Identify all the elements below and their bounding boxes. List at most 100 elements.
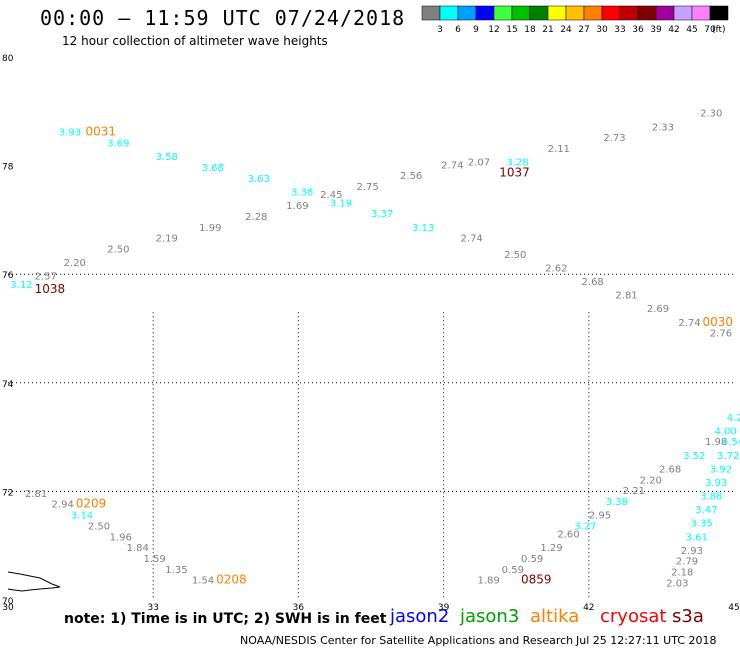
note-text: note: 1) Time is in UTC; 2) SWH is in fe… — [64, 611, 387, 627]
lon-tick-label: 39 — [438, 603, 450, 613]
wave-height-value: 1.35 — [165, 565, 187, 576]
wave-height-value: 0.59 — [521, 554, 543, 565]
colorbar-tick-label: 6 — [455, 25, 461, 35]
wave-height-value: 3.47 — [695, 505, 717, 516]
colorbar-tick-label: 42 — [668, 25, 679, 35]
wave-height-value: 2.68 — [582, 277, 604, 288]
wave-height-value: 2.45 — [320, 190, 342, 201]
wave-height-colorbar: 3 6 9 12 15 18 21 24 27 30 33 36 39 42 45 70(ft) — [421, 5, 729, 35]
wave-height-value: 2.69 — [647, 304, 669, 315]
pass-time-label: 1038 — [35, 282, 66, 296]
wave-height-value: 2.74 — [461, 234, 483, 245]
wave-height-value: 2.50 — [88, 521, 110, 532]
colorbar-unit: (ft) — [712, 25, 726, 35]
colorbar-tick-label: 9 — [473, 25, 479, 35]
wave-height-value: 2.28 — [245, 212, 267, 223]
lat-tick-label: 70 — [2, 597, 14, 607]
pass-time-label: 0031 — [85, 125, 116, 139]
wave-height-value: 3.72 — [717, 451, 739, 462]
wave-height-value: 3.93 — [705, 478, 727, 489]
colorbar-tick-label: 33 — [614, 25, 625, 35]
wave-height-value: 2.03 — [666, 578, 688, 589]
lat-tick-label: 74 — [2, 380, 14, 390]
wave-height-value: 2.11 — [548, 144, 570, 155]
wave-height-value: 1.29 — [540, 543, 562, 554]
wave-height-value: 2.50 — [504, 250, 526, 261]
wave-height-value: 2.79 — [676, 557, 698, 568]
coastline — [7, 571, 61, 592]
wave-height-value: 3.12 — [10, 280, 32, 291]
wave-height-value: 1.84 — [127, 543, 149, 554]
wave-height-value: 2.50 — [107, 244, 129, 255]
wave-height-value: 4.20 — [727, 413, 740, 424]
wave-height-value: 2.94 — [52, 500, 74, 511]
lon-tick-label: 45 — [728, 603, 739, 613]
wave-height-value: 2.20 — [640, 475, 662, 486]
wave-height-value: 3.35 — [690, 519, 712, 530]
lon-tick-label: 36 — [293, 603, 305, 613]
wave-height-value: 3.38 — [291, 187, 313, 198]
wave-height-value: 1.54 — [192, 576, 214, 587]
wave-height-value: 3.52 — [683, 451, 705, 462]
wave-height-value: 2.73 — [603, 133, 625, 144]
pass-time-label: 0030 — [703, 315, 734, 329]
lat-tick-label: 78 — [2, 163, 14, 173]
wave-height-value: 3.37 — [371, 209, 393, 220]
legend-altika: altika — [530, 606, 580, 627]
wave-height-value: 3.19 — [330, 198, 352, 209]
wave-height-value: 2.07 — [468, 158, 490, 169]
wave-height-value: 2.33 — [652, 122, 674, 133]
wave-height-value: 3.58 — [156, 152, 178, 163]
wave-height-value: 1.69 — [286, 201, 308, 212]
colorbar-tick-label: 39 — [650, 25, 662, 35]
wave-height-value: 3.38 — [606, 497, 628, 508]
map-title: 00:00 – 11:59 UTC 07/24/2018 — [40, 6, 406, 30]
colorbar-tick-label: 24 — [560, 25, 572, 35]
map-subtitle: 12 hour collection of altimeter wave hei… — [62, 34, 328, 48]
wave-height-value: 3.68 — [202, 163, 224, 174]
wave-height-value: 2.68 — [659, 464, 681, 475]
wave-height-value: 2.81 — [615, 291, 637, 302]
wave-height-value: 3.93 — [59, 128, 81, 139]
wave-height-value: 2.19 — [156, 234, 178, 245]
wave-height-value: 2.93 — [681, 546, 703, 557]
wave-height-value: 3.92 — [710, 464, 732, 475]
wave-height-value: 2.74 — [441, 160, 463, 171]
wave-height-value: 2.60 — [557, 530, 579, 541]
wave-height-value: 1.89 — [477, 576, 499, 587]
colorbar-tick-label: 30 — [596, 25, 608, 35]
wave-height-value: 2.74 — [678, 318, 700, 329]
wave-height-value: 2.18 — [671, 568, 693, 579]
wave-height-value: 3.61 — [686, 532, 708, 543]
wave-height-value: 1.99 — [199, 223, 221, 234]
colorbar-tick-label: 15 — [506, 25, 517, 35]
wave-height-value: 2.20 — [64, 258, 86, 269]
wave-height-value: 2.95 — [589, 511, 611, 522]
wave-height-value: 1.59 — [144, 554, 166, 565]
wave-height-value: 4.54 — [722, 437, 740, 448]
colorbar-tick-label: 36 — [632, 25, 644, 35]
colorbar-tick-label: 21 — [542, 25, 553, 35]
wave-height-value: 3.63 — [248, 174, 270, 185]
colorbar-swatch — [709, 5, 729, 21]
wave-height-value: 2.81 — [25, 489, 47, 500]
pass-time-label: 0209 — [76, 497, 107, 511]
pass-time-label: 1037 — [499, 165, 530, 179]
wave-height-value: 2.56 — [400, 171, 422, 182]
wave-height-value: 3.14 — [71, 511, 93, 522]
lat-tick-label: 80 — [2, 54, 14, 64]
wave-height-value: 2.62 — [545, 263, 567, 274]
lat-tick-label: 72 — [2, 488, 13, 498]
wave-height-value: 4.00 — [715, 426, 737, 437]
wave-height-value: 1.98 — [705, 437, 727, 448]
legend-jason2: jason2 — [390, 606, 450, 627]
wave-height-value: 3.13 — [412, 223, 434, 234]
colorbar-tick-label: 70 — [704, 25, 716, 35]
colorbar-tick-label: 27 — [578, 25, 589, 35]
wave-height-value: 3.28 — [507, 158, 529, 169]
wave-height-value: 2.57 — [35, 272, 57, 283]
colorbar-tick-label: 3 — [437, 25, 443, 35]
lon-tick-label: 42 — [583, 603, 594, 613]
wave-height-value: 2.75 — [356, 182, 378, 193]
